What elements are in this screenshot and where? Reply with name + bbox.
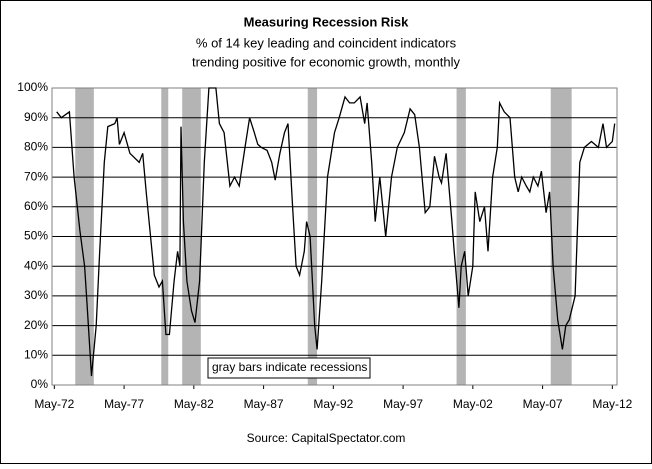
annotation-box [207,357,371,379]
x-tick-label: May-82 [174,397,214,411]
y-tick-label: 100% [17,80,48,94]
y-tick-label: 50% [24,229,48,243]
y-tick-label: 40% [24,258,48,272]
y-tick-label: 10% [24,347,48,361]
chart-title: Measuring Recession Risk [244,14,409,29]
x-tick-label: May-97 [383,397,423,411]
y-tick-label: 90% [24,110,48,124]
data-line [56,87,616,377]
plot-border [51,87,618,386]
y-tick-label: 30% [24,288,48,302]
x-tick-label: May-72 [34,397,74,411]
chart-subtitle: % of 14 key leading and coincident indic… [196,35,457,50]
source: Source: CapitalSpectator.com [247,431,406,445]
y-tick-label: 80% [24,140,48,154]
chart-subtitle: trending positive for economic growth, m… [192,54,461,69]
x-tick-label: May-87 [244,397,284,411]
x-tick-label: May-12 [592,397,632,411]
x-tick-label: May-07 [523,397,563,411]
y-tick-label: 60% [24,199,48,213]
x-tick-label: May-92 [313,397,353,411]
x-tick-label: May-77 [104,397,144,411]
annotation: gray bars indicate recessions [212,360,367,374]
x-tick-label: May-02 [453,397,493,411]
y-tick-label: 20% [24,318,48,332]
y-tick-label: 70% [24,169,48,183]
y-tick-label: 0% [31,377,49,391]
